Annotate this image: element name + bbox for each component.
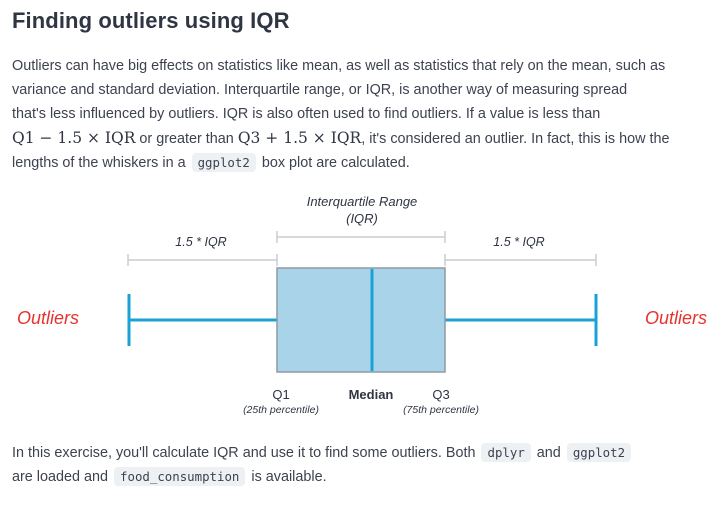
outliers-right-label: Outliers — [645, 308, 707, 328]
iqr-label-line1: Interquartile Range — [307, 194, 418, 209]
intro-paragraph: Outliers can have big effects on statist… — [12, 54, 712, 175]
left-whisker-label: 1.5 * IQR — [175, 235, 226, 249]
q3-label: Q3 — [432, 387, 449, 402]
intro-text-whiskers: lengths of the whiskers in a — [12, 155, 186, 171]
intro-text-boxplot: box plot are calculated. — [261, 155, 410, 171]
intro-line-3: that's less influenced by outliers. IQR … — [12, 106, 601, 122]
iqr-label-line2: (IQR) — [346, 211, 378, 226]
boxplot-diagram: Interquartile Range (IQR) 1.5 * IQR 1.5 … — [17, 194, 707, 416]
outro-text-loaded: are loaded and — [12, 469, 109, 485]
left-whisker-bracket — [127, 254, 278, 266]
outro-text-and: and — [536, 445, 561, 461]
outro-line-2: are loaded and food_consumption is avail… — [12, 465, 712, 489]
code-ggplot2: ggplot2 — [191, 153, 256, 172]
intro-text-outlier: , it's considered an outlier. In fact, t… — [361, 131, 670, 147]
outro-line-1: In this exercise, you'll calculate IQR a… — [12, 441, 712, 465]
right-whisker-label: 1.5 * IQR — [493, 235, 544, 249]
right-whisker — [445, 294, 598, 346]
intro-line-4: Q1 − 1.5 × IQR or greater than Q3 + 1.5 … — [12, 126, 712, 151]
q1-sublabel: (25th percentile) — [243, 404, 319, 416]
outro-paragraph: In this exercise, you'll calculate IQR a… — [12, 441, 712, 489]
outro-text-available: is available. — [251, 469, 327, 485]
iqr-bracket — [276, 231, 446, 243]
q1-label: Q1 — [272, 387, 289, 402]
outliers-left-label: Outliers — [17, 308, 79, 328]
code-ggplot2-outro: ggplot2 — [566, 443, 632, 462]
intro-line-1: Outliers can have big effects on statist… — [12, 58, 666, 74]
code-dplyr: dplyr — [481, 443, 531, 462]
code-food-consumption: food_consumption — [114, 467, 246, 486]
iqr-box — [276, 267, 446, 373]
formula-lower-fence: Q1 − 1.5 × IQR — [12, 129, 136, 147]
outro-text-1: In this exercise, you'll calculate IQR a… — [12, 445, 476, 461]
left-whisker — [127, 294, 277, 346]
right-whisker-bracket — [444, 254, 597, 266]
intro-text-or: or greater than — [139, 131, 234, 147]
q3-sublabel: (75th percentile) — [403, 404, 479, 416]
median-label: Median — [349, 387, 394, 402]
intro-line-2: variance and standard deviation. Interqu… — [12, 82, 628, 98]
page-title: Finding outliers using IQR — [12, 8, 290, 33]
intro-line-5: lengths of the whiskers in a ggplot2 box… — [12, 151, 712, 175]
formula-upper-fence: Q3 + 1.5 × IQR — [237, 129, 362, 147]
